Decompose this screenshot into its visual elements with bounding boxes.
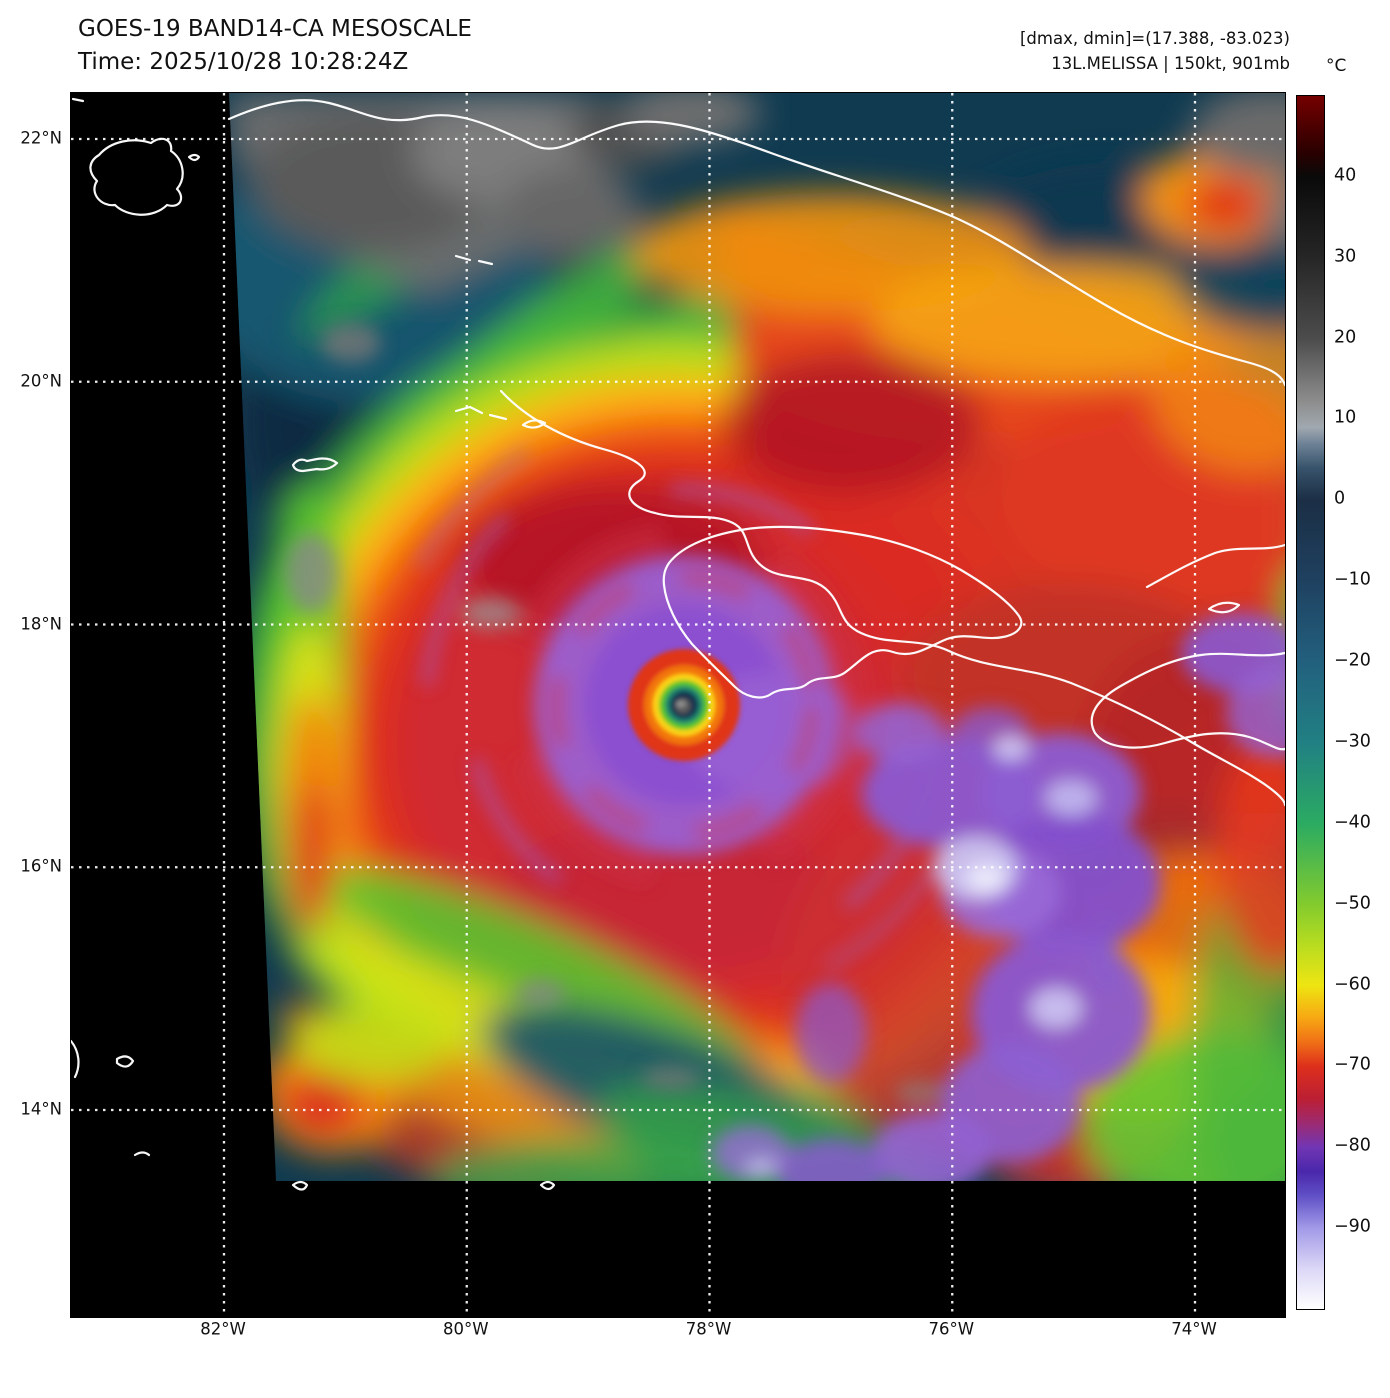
lon-tick-label: 82°W — [200, 1319, 246, 1339]
satellite-map: Copyright © 2020-2025 Dapiya — [70, 92, 1286, 1398]
colorbar — [1296, 95, 1325, 1310]
colorbar-tick-label: 40 — [1334, 165, 1357, 186]
colorbar-tick-label: −40 — [1334, 812, 1371, 833]
lat-tick-label: 14°N — [20, 1099, 62, 1119]
colorbar-tick-label: 0 — [1334, 488, 1346, 509]
colorbar-tick-label: −50 — [1334, 893, 1371, 914]
colorbar-tick-label: −70 — [1334, 1054, 1371, 1075]
lat-tick-label: 16°N — [20, 856, 62, 876]
lat-tick-label: 20°N — [20, 371, 62, 391]
ir-imagery — [229, 93, 1285, 1181]
satellite-image — [71, 93, 1285, 1317]
graticule — [71, 93, 1285, 1317]
lon-tick-label: 74°W — [1171, 1319, 1217, 1339]
colorbar-tick-label: −20 — [1334, 650, 1371, 671]
lat-tick-label: 22°N — [20, 128, 62, 148]
storm-status: 13L.MELISSA | 150kt, 901mb — [1051, 54, 1290, 73]
timestamp: Time: 2025/10/28 10:28:24Z — [78, 49, 409, 75]
colorbar-tick-label: −60 — [1334, 974, 1371, 995]
header-right: [dmax, dmin]=(17.388, -83.023) 13L.MELIS… — [1020, 26, 1290, 76]
lon-tick-label: 80°W — [442, 1319, 489, 1339]
colorbar-tick-label: −90 — [1334, 1216, 1371, 1237]
lat-tick-label: 18°N — [20, 614, 62, 633]
data-range-note: [dmax, dmin]=(17.388, -83.023) — [1020, 29, 1290, 48]
colorbar-tick-label: 30 — [1334, 246, 1357, 267]
colorbar-tick-label: 10 — [1334, 408, 1357, 429]
colorbar-tick-label: 20 — [1334, 327, 1357, 348]
colorbar-tick-label: −10 — [1334, 569, 1371, 590]
lon-tick-label: 78°W — [685, 1319, 732, 1339]
lon-tick-label: 76°W — [928, 1319, 975, 1339]
hurricane-eye — [628, 649, 740, 761]
copyright-text: Copyright © 2020-2025 Dapiya — [150, 1374, 531, 1398]
colorbar-tick-label: −80 — [1334, 1135, 1371, 1156]
colorbar-tick-label: −30 — [1334, 731, 1371, 752]
page-title: GOES-19 BAND14-CA MESOSCALE — [78, 16, 472, 42]
colorbar-unit-label: °C — [1326, 56, 1347, 76]
